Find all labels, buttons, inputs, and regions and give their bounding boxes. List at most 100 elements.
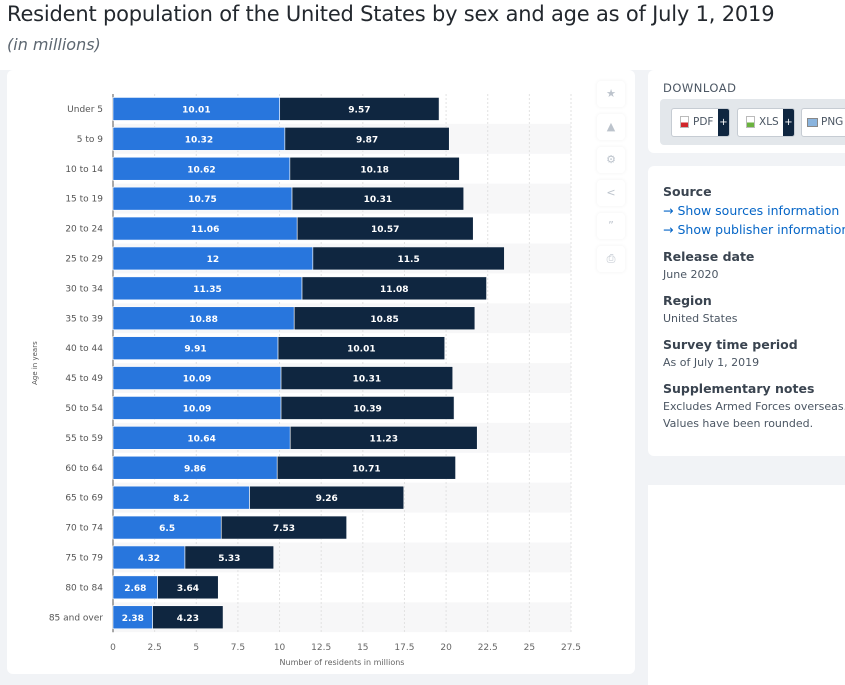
data-label: 5.33: [218, 554, 240, 564]
bar-segment: [157, 575, 219, 600]
y-tick-label: 10 to 14: [65, 165, 103, 175]
data-label: 10.57: [371, 225, 399, 235]
download-pdf-button[interactable]: PDF +: [671, 108, 730, 137]
data-label: 2.38: [122, 614, 144, 624]
quote-button[interactable]: ”: [597, 213, 625, 239]
release-label: Release date: [663, 249, 755, 264]
source-label: Source: [663, 184, 712, 199]
x-tick-label: 22.5: [478, 643, 498, 653]
bar-segment: [289, 156, 460, 181]
bar-segment: [289, 426, 478, 450]
download-png-button[interactable]: PNG: [801, 108, 845, 137]
bell-icon: ▲: [606, 120, 616, 133]
data-label: 11.23: [369, 434, 397, 444]
pdf-label: PDF: [693, 116, 714, 128]
x-tick-label: 27.5: [561, 643, 581, 653]
page-subtitle: (in millions): [7, 35, 101, 54]
data-label: 4.23: [177, 614, 199, 624]
data-label: 12: [207, 255, 220, 265]
bell-button[interactable]: ▲: [597, 114, 625, 140]
data-label: 3.64: [177, 584, 199, 594]
chart-card: 0 2.5 5 7.5 10 12.5 15 17.5 20 22.5 25 27.5 Under 5 1…: [7, 70, 635, 674]
survey-label: Survey time period: [663, 337, 798, 352]
data-label: 9.91: [184, 345, 206, 355]
xls-label: XLS: [759, 116, 779, 128]
download-card: DOWNLOAD PDF + XLS + PNG: [648, 70, 845, 153]
print-button[interactable]: ⎙: [597, 246, 625, 272]
x-axis-title: Number of residents in millions: [280, 658, 405, 667]
release-value: June 2020: [663, 268, 719, 281]
bar-segment: [280, 366, 454, 390]
data-label: 2.68: [124, 584, 146, 594]
xls-plus[interactable]: +: [783, 109, 794, 136]
header: Resident population of the United States…: [0, 0, 845, 70]
show-publisher-link[interactable]: → Show publisher information: [663, 222, 845, 237]
bar-segment: [296, 216, 474, 241]
data-label: 10.39: [353, 404, 381, 414]
bar-segment: [276, 455, 456, 480]
x-tick-label: 0: [110, 643, 116, 653]
x-tick-label: 17.5: [394, 643, 414, 653]
pdf-plus[interactable]: +: [718, 109, 729, 136]
bar-segment: [277, 336, 446, 360]
data-label: 8.2: [173, 494, 189, 504]
print-icon: ⎙: [606, 252, 616, 265]
share-button[interactable]: <: [597, 180, 625, 206]
info-card: Source → Show sources information → Show…: [648, 166, 845, 456]
side-panel-blank: [648, 485, 845, 685]
x-tick-label: 12.5: [311, 643, 331, 653]
data-label: 11.35: [193, 285, 221, 295]
y-tick-label: 45 to 49: [65, 374, 103, 384]
star-button[interactable]: ★: [597, 81, 625, 107]
bar-segment: [291, 186, 465, 211]
y-tick-label: Under 5: [67, 105, 103, 115]
notes-label: Supplementary notes: [663, 381, 815, 396]
pdf-file-icon: [680, 116, 689, 128]
y-tick-label: 65 to 69: [65, 494, 103, 504]
y-tick-label: 75 to 79: [65, 553, 103, 563]
data-label: 10.01: [347, 345, 375, 355]
x-tick-label: 7.5: [231, 643, 245, 653]
share-icon: <: [606, 186, 616, 199]
region-label: Region: [663, 293, 712, 308]
data-label: 9.87: [356, 135, 378, 145]
data-label: 11.08: [380, 285, 408, 295]
data-label: 7.53: [273, 524, 295, 534]
bar-segment: [152, 605, 224, 630]
y-tick-label: 20 to 24: [65, 225, 103, 235]
page-title: Resident population of the United States…: [7, 2, 775, 26]
download-title: DOWNLOAD: [663, 81, 737, 95]
quote-icon: ”: [608, 219, 614, 232]
bar-segment: [312, 246, 505, 271]
notes-line-2: Values have been rounded.: [663, 417, 814, 430]
x-tick-label: 25: [524, 643, 535, 653]
bar-segment: [293, 306, 476, 331]
data-label: 10.32: [185, 135, 213, 145]
bar-segment: [184, 545, 275, 570]
bar-segment: [280, 396, 455, 420]
y-tick-label: 25 to 29: [65, 254, 103, 264]
download-xls-button[interactable]: XLS +: [737, 108, 795, 137]
data-label: 10.85: [370, 315, 398, 325]
data-label: 9.86: [184, 464, 206, 474]
data-label: 11.5: [398, 255, 420, 265]
y-tick-label: 40 to 44: [65, 344, 103, 354]
image-file-icon: [807, 117, 818, 127]
x-tick-label: 15: [357, 643, 368, 653]
gear-icon: ⚙: [606, 153, 616, 166]
region-value: United States: [663, 312, 738, 325]
data-label: 10.31: [353, 375, 381, 385]
y-tick-label: 5 to 9: [77, 135, 103, 145]
show-publisher-text: Show publisher information: [677, 222, 845, 237]
y-tick-label: 70 to 74: [65, 524, 103, 534]
show-sources-link[interactable]: → Show sources information: [663, 203, 839, 218]
bar-segment: [284, 127, 450, 151]
data-label: 10.75: [188, 195, 216, 205]
data-label: 10.71: [352, 464, 380, 474]
data-label: 10.18: [360, 165, 388, 175]
x-tick-label: 5: [193, 643, 199, 653]
show-sources-text: Show sources information: [677, 203, 840, 218]
bar-segment: [301, 276, 487, 301]
gear-button[interactable]: ⚙: [597, 147, 625, 173]
data-label: 10.31: [364, 195, 392, 205]
